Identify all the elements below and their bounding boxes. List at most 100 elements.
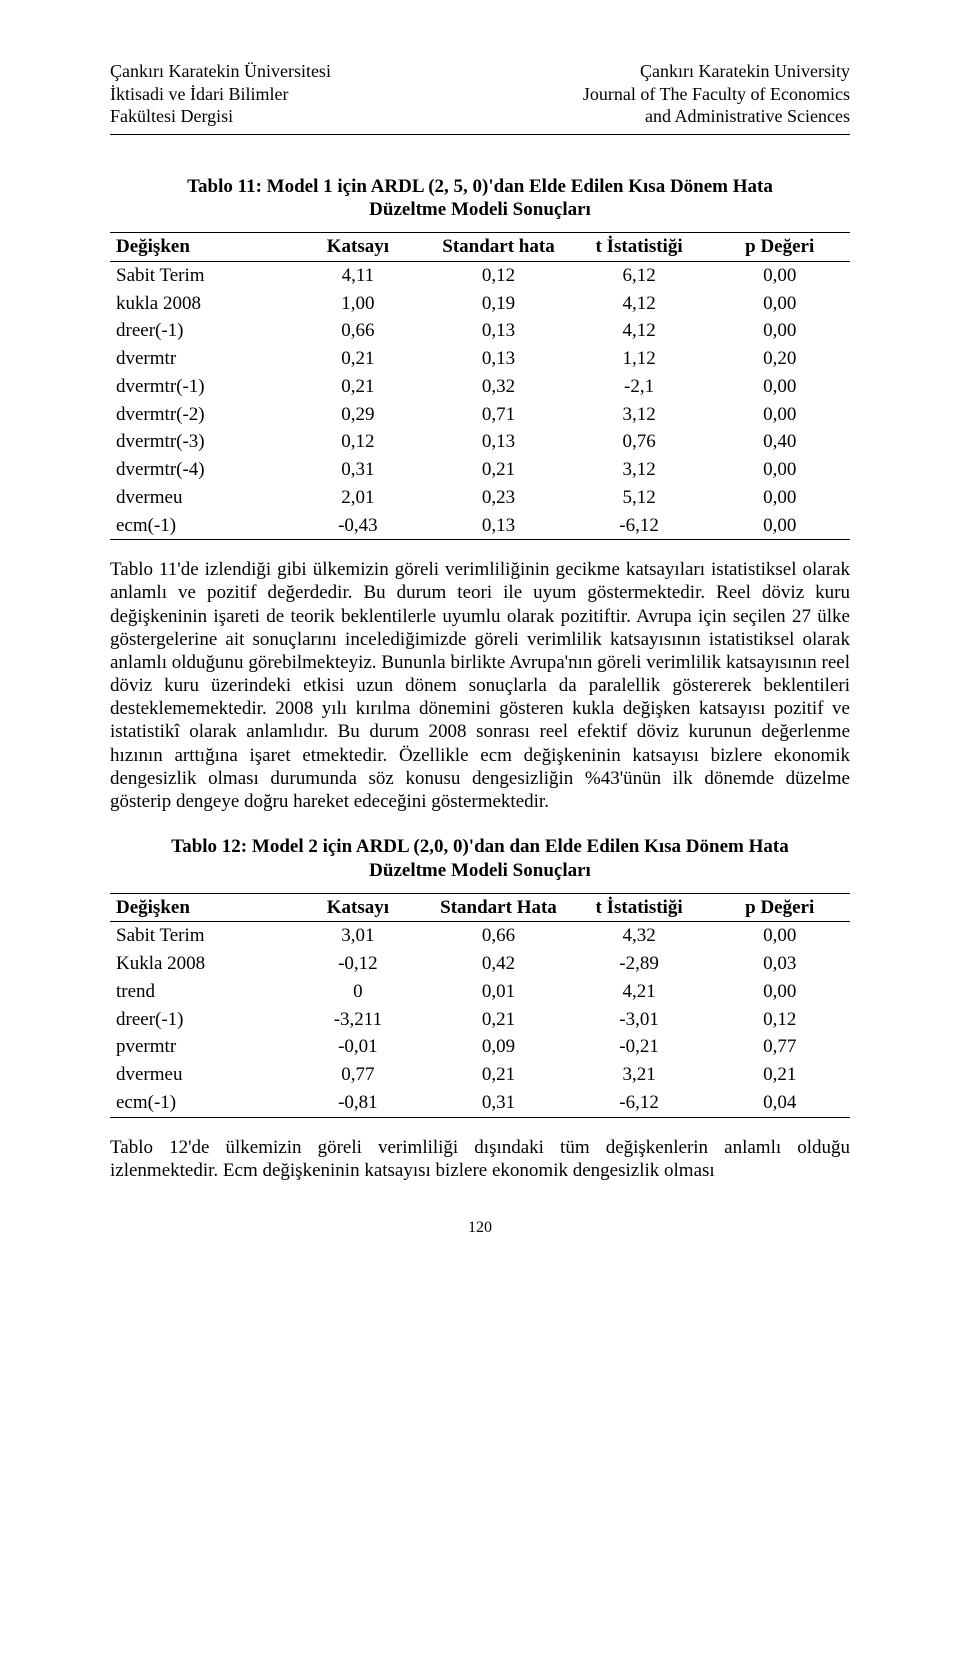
table11-cell: dvermtr(-4) <box>110 456 288 484</box>
table11-row: dreer(-1)0,660,134,120,00 <box>110 317 850 345</box>
table12-cell: Sabit Terim <box>110 922 288 950</box>
table12-row: ecm(-1)-0,810,31-6,120,04 <box>110 1089 850 1117</box>
running-header: Çankırı Karatekin Üniversitesi Çankırı K… <box>110 60 850 135</box>
table11-col-tstat: t İstatistiği <box>569 233 710 262</box>
table11-cell: -6,12 <box>569 512 710 540</box>
table12-cell: trend <box>110 978 288 1006</box>
header-left-3: Fakültesi Dergisi <box>110 105 233 128</box>
table11-cell: 0,00 <box>709 261 850 289</box>
table11-row: dvermtr(-2)0,290,713,120,00 <box>110 401 850 429</box>
table12-cell: -3,01 <box>569 1006 710 1034</box>
table11-cell: 0,71 <box>428 401 569 429</box>
table11-cell: -0,43 <box>288 512 429 540</box>
table11-title-line2: Düzeltme Modeli Sonuçları <box>369 199 591 220</box>
table12-cell: 0,77 <box>288 1061 429 1089</box>
table12-cell: -6,12 <box>569 1089 710 1117</box>
table11-cell: 0,13 <box>428 345 569 373</box>
table11-cell: 0,00 <box>709 317 850 345</box>
table12-cell: 0,42 <box>428 950 569 978</box>
table11-cell: dvermeu <box>110 484 288 512</box>
table12-row: dreer(-1)-3,2110,21-3,010,12 <box>110 1006 850 1034</box>
table12-cell: 0,77 <box>709 1033 850 1061</box>
table11-cell: 1,12 <box>569 345 710 373</box>
table11-cell: kukla 2008 <box>110 290 288 318</box>
table12-cell: -3,211 <box>288 1006 429 1034</box>
paragraph-after-table12: Tablo 12'de ülkemizin göreli verimliliği… <box>110 1136 850 1182</box>
table11-col-pval: p Değeri <box>709 233 850 262</box>
table12-cell: 0,00 <box>709 978 850 1006</box>
header-left-1: Çankırı Karatekin Üniversitesi <box>110 60 331 83</box>
table11-row: ecm(-1)-0,430,13-6,120,00 <box>110 512 850 540</box>
table12-cell: 0,09 <box>428 1033 569 1061</box>
table11-cell: 6,12 <box>569 261 710 289</box>
table11-cell: 2,01 <box>288 484 429 512</box>
table11-cell: 0,00 <box>709 484 850 512</box>
table12-cell: dreer(-1) <box>110 1006 288 1034</box>
header-right-1: Çankırı Karatekin University <box>640 60 850 83</box>
table12-cell: -0,01 <box>288 1033 429 1061</box>
table11-row: dvermtr(-1)0,210,32-2,10,00 <box>110 373 850 401</box>
table12-cell: 3,01 <box>288 922 429 950</box>
table11-cell: 0,76 <box>569 428 710 456</box>
table11-row: dvermtr(-3)0,120,130,760,40 <box>110 428 850 456</box>
table11-cell: 4,12 <box>569 317 710 345</box>
table12-cell: 4,32 <box>569 922 710 950</box>
table12-cell: ecm(-1) <box>110 1089 288 1117</box>
table11-cell: 0,13 <box>428 428 569 456</box>
table11-row: dvermeu2,010,235,120,00 <box>110 484 850 512</box>
table11-cell: 0,13 <box>428 317 569 345</box>
table12: Değişken Katsayı Standart Hata t İstatis… <box>110 893 850 1118</box>
table11-cell: Sabit Terim <box>110 261 288 289</box>
table12-row: pvermtr-0,010,09-0,210,77 <box>110 1033 850 1061</box>
table11-cell: 0,12 <box>428 261 569 289</box>
table11-cell: 5,12 <box>569 484 710 512</box>
table12-col-tstat: t İstatistiği <box>569 893 710 922</box>
table11-cell: 0,23 <box>428 484 569 512</box>
table11-row: kukla 20081,000,194,120,00 <box>110 290 850 318</box>
table11-cell: 1,00 <box>288 290 429 318</box>
table12-row: Sabit Terim3,010,664,320,00 <box>110 922 850 950</box>
table12-row: dvermeu0,770,213,210,21 <box>110 1061 850 1089</box>
table12-header-row: Değişken Katsayı Standart Hata t İstatis… <box>110 893 850 922</box>
header-right-3: and Administrative Sciences <box>645 105 850 128</box>
table11-title-line1: Tablo 11: Model 1 için ARDL (2, 5, 0)'da… <box>187 176 773 197</box>
table11-cell: 0,31 <box>288 456 429 484</box>
table12-col-variable: Değişken <box>110 893 288 922</box>
table11-cell: 0,00 <box>709 373 850 401</box>
table11-cell: 0,40 <box>709 428 850 456</box>
table12-cell: 0 <box>288 978 429 1006</box>
table12-title: Tablo 12: Model 2 için ARDL (2,0, 0)'dan… <box>110 835 850 883</box>
table12-row: trend00,014,210,00 <box>110 978 850 1006</box>
table11-cell: 0,00 <box>709 401 850 429</box>
header-left-2: İktisadi ve İdari Bilimler <box>110 83 288 106</box>
table11-cell: 0,29 <box>288 401 429 429</box>
table12-cell: 0,03 <box>709 950 850 978</box>
table11-col-variable: Değişken <box>110 233 288 262</box>
table11-cell: 0,13 <box>428 512 569 540</box>
table11-cell: 0,66 <box>288 317 429 345</box>
table12-cell: 0,21 <box>709 1061 850 1089</box>
table12-cell: 0,01 <box>428 978 569 1006</box>
table11-cell: 0,21 <box>428 456 569 484</box>
table12-cell: -0,12 <box>288 950 429 978</box>
table12-cell: 0,00 <box>709 922 850 950</box>
table11-cell: 4,11 <box>288 261 429 289</box>
table11-row: Sabit Terim4,110,126,120,00 <box>110 261 850 289</box>
table11-cell: dvermtr(-2) <box>110 401 288 429</box>
table11-cell: 3,12 <box>569 401 710 429</box>
table11-header-row: Değişken Katsayı Standart hata t İstatis… <box>110 233 850 262</box>
table11-cell: 0,12 <box>288 428 429 456</box>
table11-cell: dvermtr(-1) <box>110 373 288 401</box>
table11-cell: 0,00 <box>709 456 850 484</box>
table12-title-line2: Düzeltme Modeli Sonuçları <box>369 860 591 881</box>
table11-cell: 0,32 <box>428 373 569 401</box>
table11-cell: dvermtr(-3) <box>110 428 288 456</box>
table12-cell: -0,21 <box>569 1033 710 1061</box>
table12-col-stderr: Standart Hata <box>428 893 569 922</box>
table11-cell: 0,00 <box>709 290 850 318</box>
table11-col-stderr: Standart hata <box>428 233 569 262</box>
table12-cell: 0,04 <box>709 1089 850 1117</box>
table11-cell: 0,19 <box>428 290 569 318</box>
table11-cell: 3,12 <box>569 456 710 484</box>
table12-col-pval: p Değeri <box>709 893 850 922</box>
